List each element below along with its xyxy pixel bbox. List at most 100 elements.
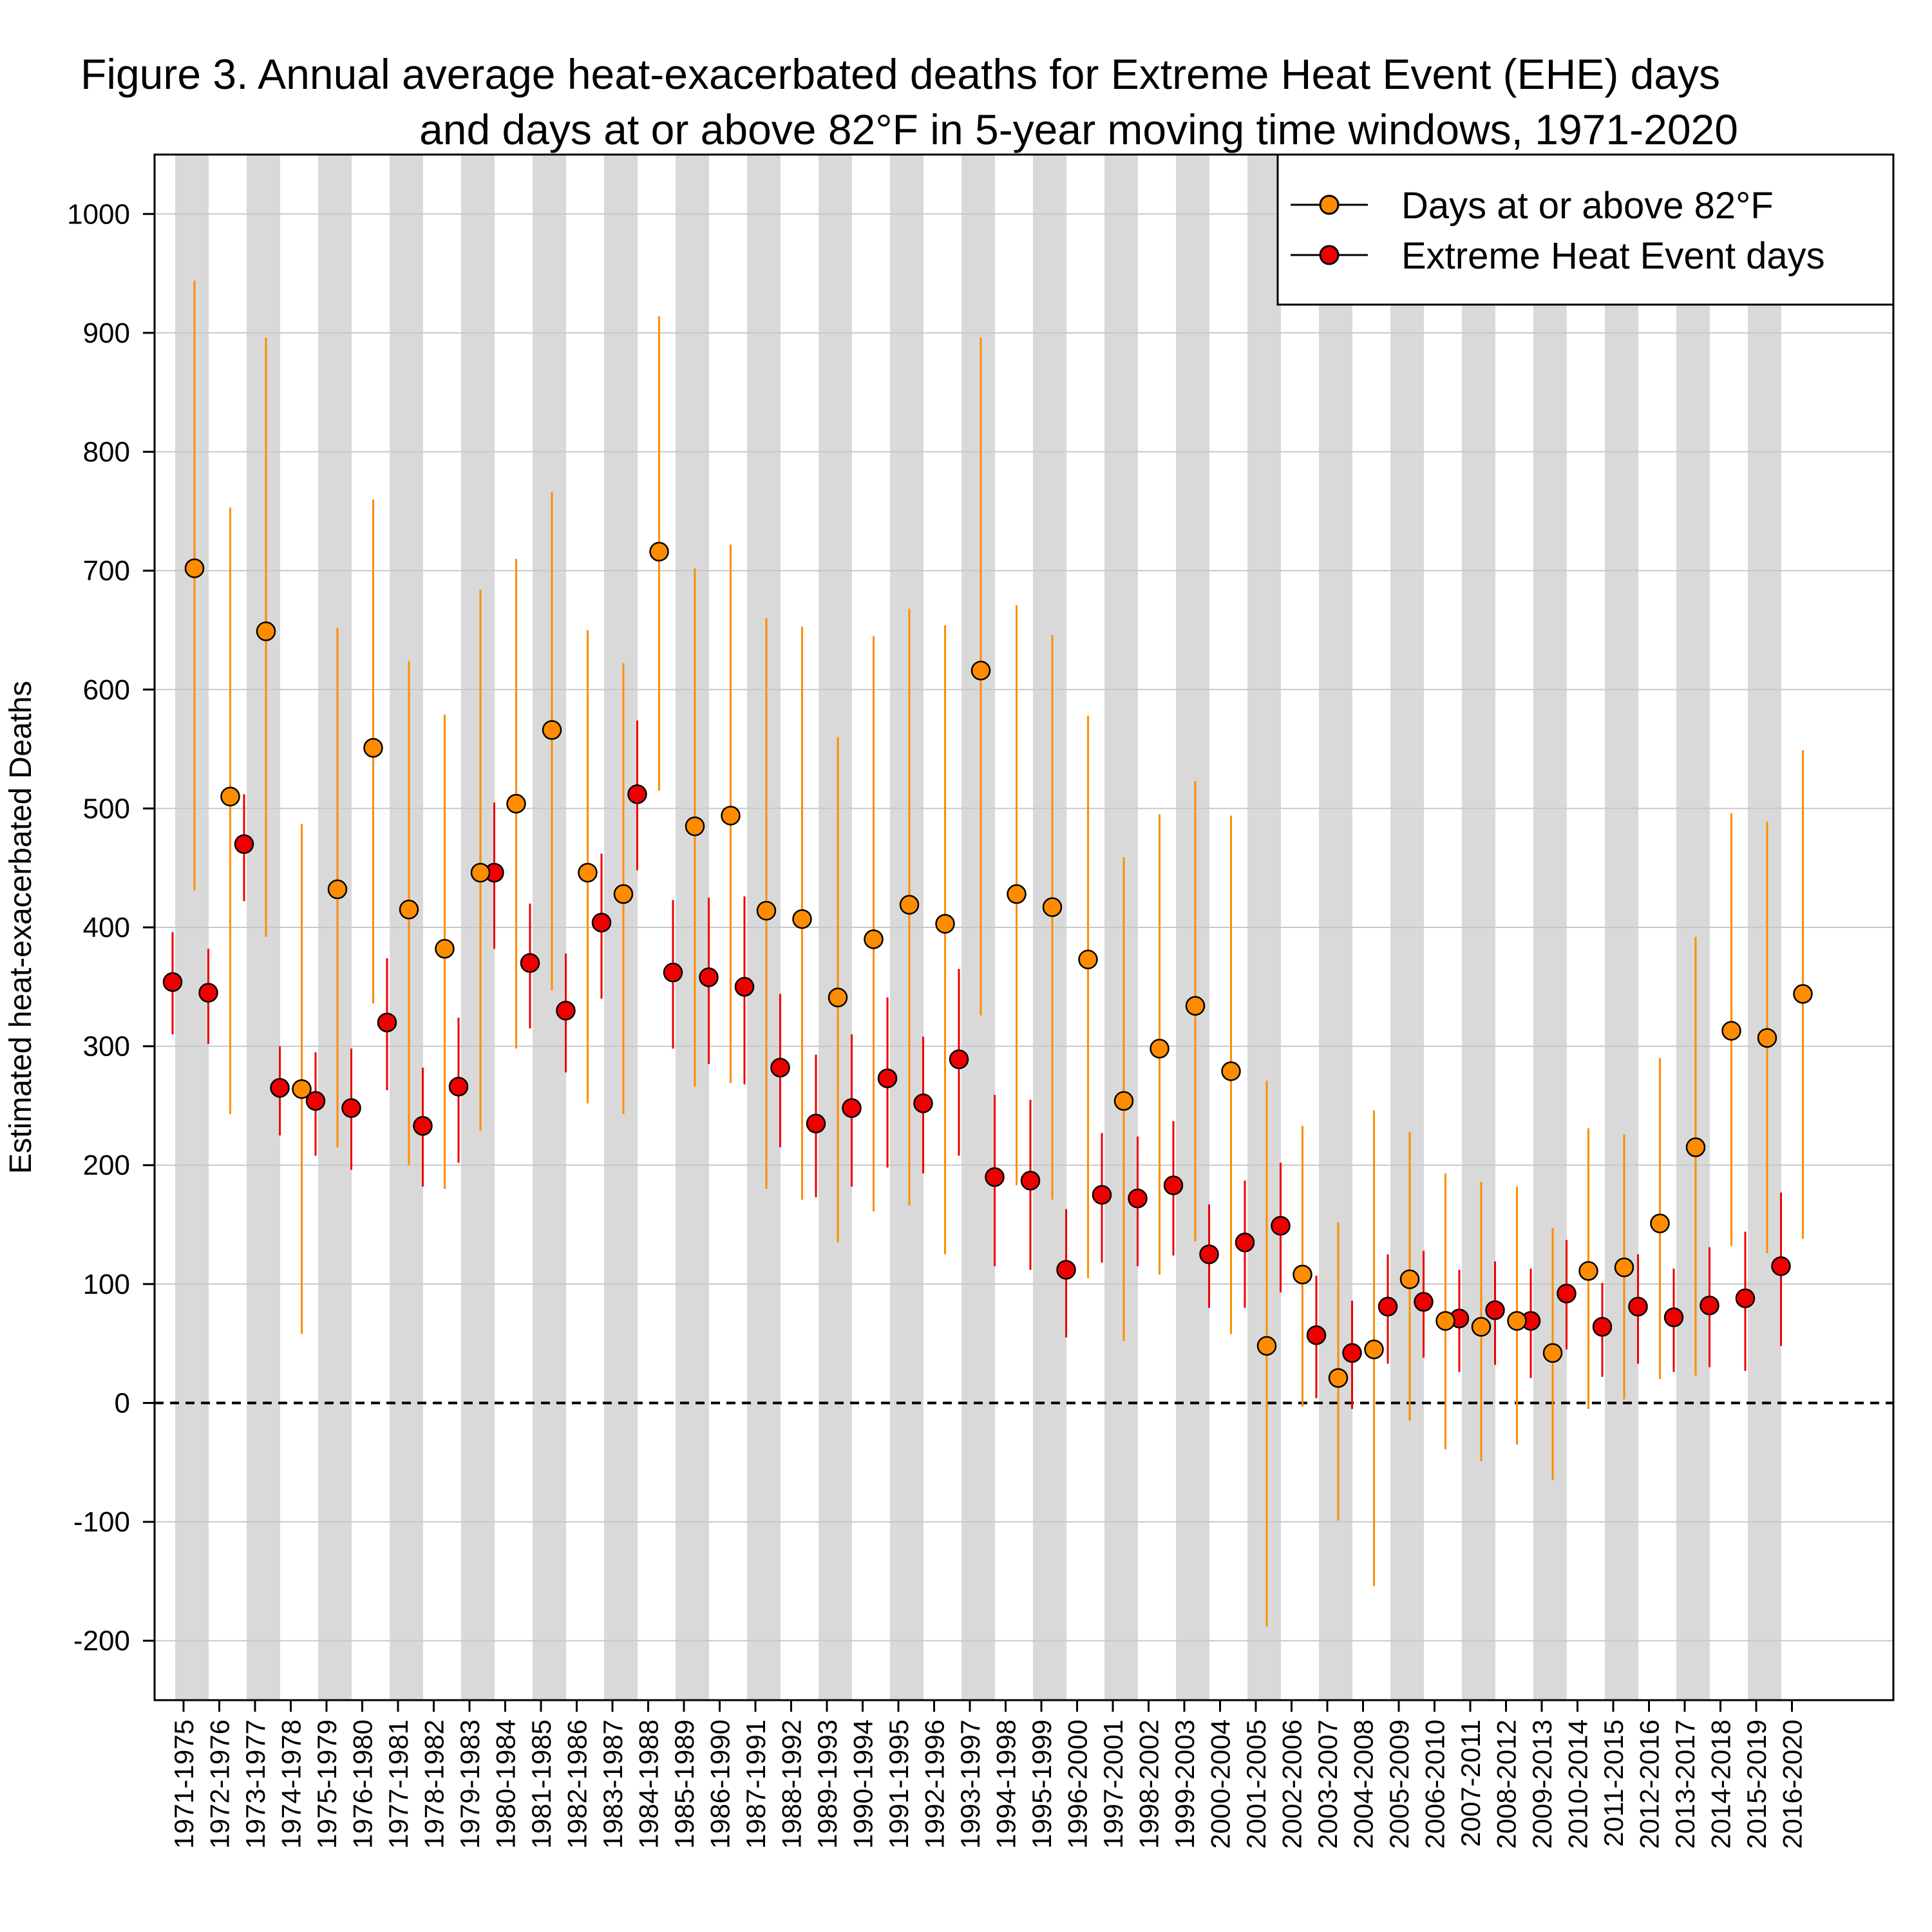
point-red (913, 1093, 933, 1113)
x-tick-label: 1971-1975 (169, 1719, 199, 1849)
point-orange (685, 816, 705, 837)
point-red (985, 1167, 1005, 1187)
point-red (1342, 1343, 1362, 1363)
point-red (1485, 1300, 1505, 1320)
x-tick-label: 1988-1992 (777, 1719, 807, 1849)
x-tick-label: 1982-1986 (562, 1719, 592, 1849)
y-tick-label: 1000 (67, 198, 130, 230)
point-red (591, 913, 612, 933)
legend-box (1276, 153, 1895, 306)
chart-title-line-2: and days at or above 82°F in 5-year movi… (419, 106, 1738, 153)
point-red (448, 1077, 469, 1097)
point-red (1735, 1288, 1756, 1309)
point-orange (1078, 949, 1098, 970)
point-red (1271, 1216, 1291, 1236)
x-tick-label: 1986-1990 (705, 1719, 735, 1849)
point-red (1771, 1256, 1791, 1276)
point-red (1163, 1175, 1184, 1195)
x-tick-label: 1978-1982 (419, 1719, 450, 1849)
point-red (1128, 1188, 1148, 1209)
point-orange (971, 660, 991, 681)
x-tick-label: 1994-1998 (991, 1719, 1021, 1849)
point-orange (1185, 996, 1206, 1016)
point-orange (1685, 1137, 1706, 1157)
x-tick-label: 1974-1978 (276, 1719, 307, 1849)
legend-marker-orange (1319, 194, 1340, 215)
x-tick-label: 2005-2009 (1384, 1719, 1414, 1849)
point-orange (1113, 1091, 1134, 1111)
x-tick-label: 1983-1987 (598, 1719, 628, 1849)
x-tick-label: 2009-2013 (1527, 1719, 1557, 1849)
point-orange (756, 900, 777, 921)
x-tick-label: 2001-2005 (1241, 1719, 1271, 1849)
point-orange (435, 938, 455, 959)
x-tick-label: 1991-1995 (884, 1719, 914, 1849)
point-red (1056, 1260, 1076, 1280)
point-red (1663, 1307, 1684, 1327)
point-orange (1507, 1311, 1527, 1331)
point-orange (1399, 1269, 1420, 1289)
point-red (949, 1049, 969, 1070)
x-tick-label: 2004-2008 (1349, 1719, 1379, 1849)
point-orange (1542, 1343, 1563, 1363)
x-tick-label: 1975-1979 (312, 1719, 342, 1849)
point-red (234, 834, 254, 855)
point-orange (649, 542, 669, 562)
point-red (162, 972, 183, 992)
y-axis-label: Estimated heat-exacerbated Deaths (4, 681, 38, 1174)
x-tick-label: 1998-2002 (1134, 1719, 1164, 1849)
point-red (305, 1091, 326, 1111)
y-tick-label: 200 (83, 1150, 130, 1181)
point-orange (1221, 1061, 1241, 1081)
point-red (877, 1068, 898, 1088)
point-orange (1793, 984, 1813, 1004)
point-orange (1328, 1368, 1349, 1388)
x-tick-label: 1976-1980 (348, 1719, 378, 1849)
point-orange (292, 1079, 312, 1099)
legend-label-ehe-days: Extreme Heat Event days (1401, 235, 1825, 277)
y-tick-label: 300 (83, 1031, 130, 1063)
point-red (198, 983, 218, 1003)
point-orange (1256, 1336, 1277, 1356)
point-red (734, 977, 755, 997)
point-orange (1471, 1317, 1492, 1337)
point-orange (327, 879, 348, 900)
x-tick-label: 2011-2015 (1598, 1719, 1629, 1847)
point-red (1628, 1296, 1648, 1317)
x-tick-label: 1981-1985 (526, 1719, 556, 1849)
point-orange (470, 862, 491, 883)
y-tick-label: -200 (73, 1625, 130, 1657)
point-red (556, 1000, 576, 1021)
x-tick-label: 2013-2017 (1670, 1719, 1700, 1849)
point-red (520, 953, 540, 973)
point-red (1378, 1296, 1398, 1317)
x-tick-label: 2008-2012 (1492, 1719, 1522, 1849)
y-tick-label: 600 (83, 674, 130, 706)
point-orange (1293, 1264, 1312, 1285)
point-red (413, 1116, 433, 1136)
point-red (699, 967, 719, 987)
point-orange (363, 737, 383, 758)
point-red (377, 1012, 397, 1032)
point-orange (1150, 1039, 1170, 1059)
point-orange (220, 786, 240, 807)
x-tick-label: 1973-1977 (240, 1719, 270, 1849)
x-tick-label: 2010-2014 (1563, 1719, 1593, 1849)
point-orange (1614, 1257, 1634, 1278)
x-tick-label: 1995-1999 (1027, 1719, 1057, 1849)
y-tick-label: 900 (83, 317, 130, 349)
x-tick-label: 1997-2001 (1098, 1719, 1128, 1849)
x-tick-label: 1972-1976 (205, 1719, 235, 1849)
point-orange (864, 929, 884, 949)
point-red (1592, 1317, 1613, 1337)
point-orange (1578, 1261, 1598, 1281)
x-tick-label: 1999-2003 (1170, 1719, 1200, 1849)
point-red (1020, 1170, 1041, 1191)
x-tick-label: 2000-2004 (1206, 1719, 1236, 1849)
x-tick-label: 2007-2011 (1455, 1719, 1486, 1847)
legend-label-days-82f: Days at or above 82°F (1401, 185, 1774, 227)
x-tick-label: 2003-2007 (1312, 1719, 1343, 1849)
point-red (806, 1113, 826, 1133)
point-red (663, 962, 683, 983)
x-tick-label: 1996-2000 (1063, 1719, 1093, 1849)
